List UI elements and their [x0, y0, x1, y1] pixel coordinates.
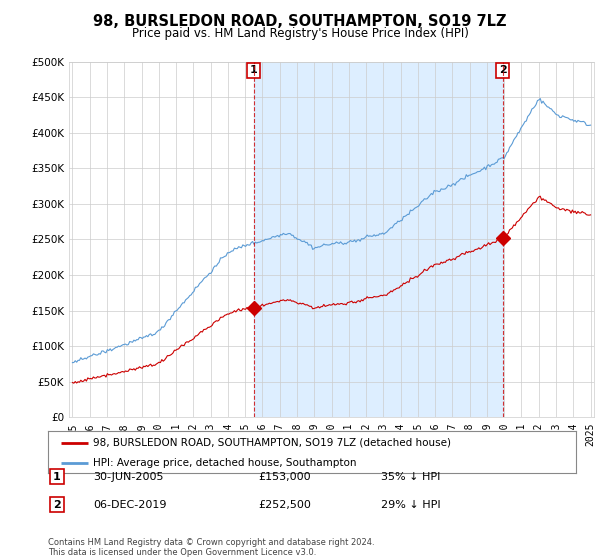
Text: Contains HM Land Registry data © Crown copyright and database right 2024.
This d: Contains HM Land Registry data © Crown c… — [48, 538, 374, 557]
Text: 98, BURSLEDON ROAD, SOUTHAMPTON, SO19 7LZ: 98, BURSLEDON ROAD, SOUTHAMPTON, SO19 7L… — [93, 14, 507, 29]
Text: £252,500: £252,500 — [258, 500, 311, 510]
Text: 06-DEC-2019: 06-DEC-2019 — [93, 500, 167, 510]
Bar — [254, 62, 503, 417]
Text: 98, BURSLEDON ROAD, SOUTHAMPTON, SO19 7LZ (detached house): 98, BURSLEDON ROAD, SOUTHAMPTON, SO19 7L… — [93, 438, 451, 448]
Text: 1: 1 — [250, 66, 257, 76]
Text: 2: 2 — [53, 500, 61, 510]
Text: 35% ↓ HPI: 35% ↓ HPI — [381, 472, 440, 482]
Text: 30-JUN-2005: 30-JUN-2005 — [93, 472, 163, 482]
Text: £153,000: £153,000 — [258, 472, 311, 482]
Text: HPI: Average price, detached house, Southampton: HPI: Average price, detached house, Sout… — [93, 458, 356, 468]
Text: Price paid vs. HM Land Registry's House Price Index (HPI): Price paid vs. HM Land Registry's House … — [131, 27, 469, 40]
Text: 29% ↓ HPI: 29% ↓ HPI — [381, 500, 440, 510]
Text: 2: 2 — [499, 66, 506, 76]
Text: 1: 1 — [53, 472, 61, 482]
